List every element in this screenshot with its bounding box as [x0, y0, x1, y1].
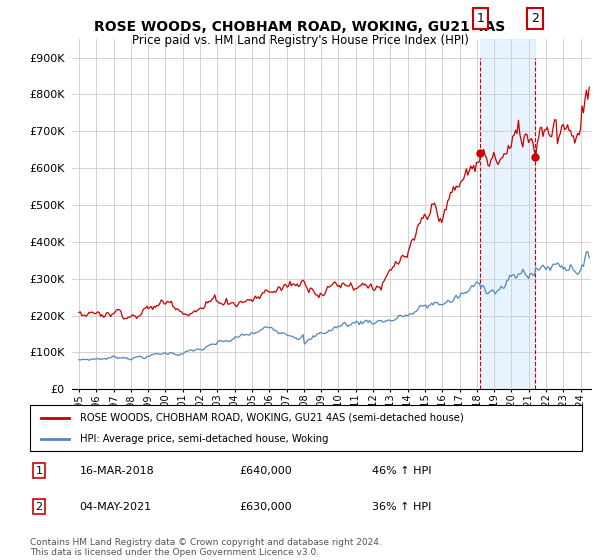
Text: 2: 2	[531, 12, 539, 25]
FancyBboxPatch shape	[30, 405, 582, 451]
Text: £640,000: £640,000	[240, 465, 293, 475]
Text: Price paid vs. HM Land Registry's House Price Index (HPI): Price paid vs. HM Land Registry's House …	[131, 34, 469, 46]
Text: 36% ↑ HPI: 36% ↑ HPI	[372, 502, 431, 512]
Text: ROSE WOODS, CHOBHAM ROAD, WOKING, GU21 4AS: ROSE WOODS, CHOBHAM ROAD, WOKING, GU21 4…	[94, 20, 506, 34]
Text: 46% ↑ HPI: 46% ↑ HPI	[372, 465, 432, 475]
Text: 1: 1	[476, 12, 484, 25]
Text: 04-MAY-2021: 04-MAY-2021	[80, 502, 152, 512]
Text: Contains HM Land Registry data © Crown copyright and database right 2024.
This d: Contains HM Land Registry data © Crown c…	[30, 538, 382, 557]
Text: £630,000: £630,000	[240, 502, 292, 512]
Text: 2: 2	[35, 502, 43, 512]
Bar	[481, 39, 535, 389]
Text: HPI: Average price, semi-detached house, Woking: HPI: Average price, semi-detached house,…	[80, 435, 328, 444]
Text: 16-MAR-2018: 16-MAR-2018	[80, 465, 154, 475]
Text: ROSE WOODS, CHOBHAM ROAD, WOKING, GU21 4AS (semi-detached house): ROSE WOODS, CHOBHAM ROAD, WOKING, GU21 4…	[80, 413, 463, 423]
Text: 1: 1	[35, 465, 43, 475]
